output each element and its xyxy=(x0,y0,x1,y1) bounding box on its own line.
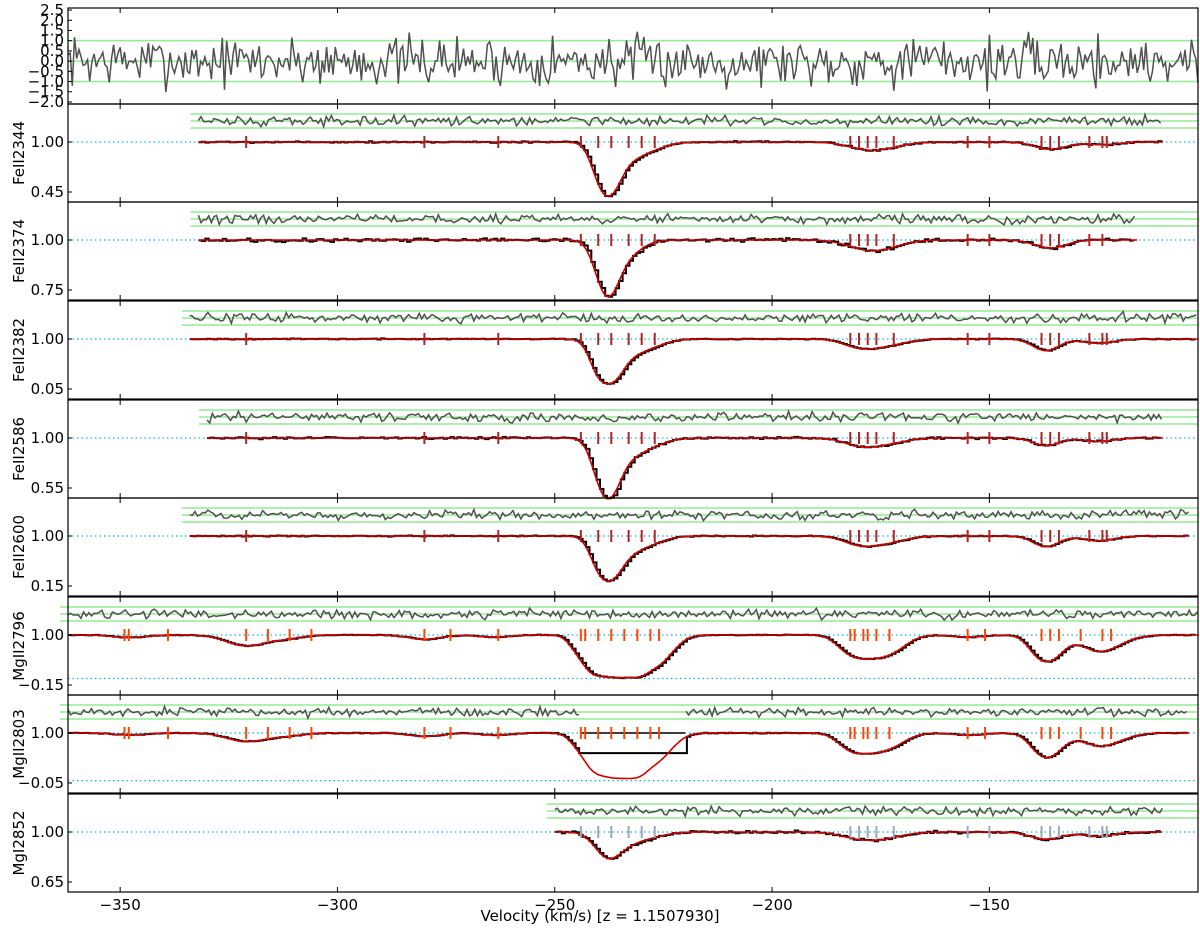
panel-frame xyxy=(67,300,1199,400)
panel-residual-trace xyxy=(554,804,1164,819)
model-fit-line xyxy=(207,437,1164,500)
panel-label-feii2586: FeII2586 xyxy=(10,417,28,481)
panel-y-tick-label: 1.00 xyxy=(31,823,64,841)
model-fit-line xyxy=(198,239,1138,298)
panel-y-tick-label: 1.00 xyxy=(31,330,64,348)
panel-y-tick-label: 0.55 xyxy=(31,479,64,497)
residual-y-tick-label: 2.0 xyxy=(40,11,64,29)
x-tick-label: −200 xyxy=(751,896,792,914)
residual-y-tick-label: 0.0 xyxy=(40,52,64,70)
model-fit-line xyxy=(68,634,1198,679)
panel-y-tick-label: 0.75 xyxy=(31,281,64,299)
panel-frame xyxy=(67,201,1199,301)
x-tick-label: −250 xyxy=(534,896,575,914)
model-fit-line xyxy=(198,141,1164,198)
x-axis-label: Velocity (km/s) [z = 1.1507930] xyxy=(480,907,719,925)
panel-residual-trace xyxy=(206,408,1163,426)
panel-frame xyxy=(67,694,1199,794)
residual-y-tick-label: 2.5 xyxy=(40,1,64,19)
panel-label-feii2600: FeII2600 xyxy=(10,515,28,579)
model-fit-line xyxy=(189,535,1190,582)
residual-y-tick-label: 0.5 xyxy=(40,42,64,60)
residual-y-tick-label: 1.5 xyxy=(40,21,64,39)
panel-label-feii2344: FeII2344 xyxy=(10,121,28,185)
panel-y-tick-label: 1.00 xyxy=(31,724,64,742)
residual-y-tick-label: 1.0 xyxy=(40,32,64,50)
residual-series-line xyxy=(67,31,1199,93)
panel-y-tick-label: 1.00 xyxy=(31,429,64,447)
panel-y-tick-label: 1.00 xyxy=(31,626,64,644)
panel-label-mgi2852: MgI2852 xyxy=(10,810,28,875)
panel-y-tick-label: 0.15 xyxy=(31,577,64,595)
panel-label-mgii2803: MgII2803 xyxy=(10,709,28,779)
residual-y-tick-label: −1.5 xyxy=(28,83,64,101)
x-tick-label: −350 xyxy=(100,896,141,914)
panel-residual-trace xyxy=(67,704,1188,721)
model-fit-line xyxy=(189,338,1198,385)
panel-residual-trace xyxy=(67,606,1198,622)
model-fit-line xyxy=(68,732,1190,780)
x-tick-label: −300 xyxy=(317,896,358,914)
x-tick-label: −150 xyxy=(969,896,1010,914)
panel-residual-trace xyxy=(197,111,1162,130)
panel-frame xyxy=(67,793,1199,893)
panel-y-tick-label: 0.45 xyxy=(31,183,64,201)
panel-y-tick-label: 1.00 xyxy=(31,133,64,151)
panel-y-tick-label: 1.00 xyxy=(31,527,64,545)
residual-y-tick-label: −1.0 xyxy=(28,73,64,91)
residual-y-tick-label: −0.5 xyxy=(28,62,64,80)
panels-layer: 2.52.01.51.00.50.0−0.5−1.0−1.5−2.0 1.00 0.… xyxy=(10,1,1199,914)
panel-y-tick-label: 0.65 xyxy=(31,873,64,891)
panel-residual-trace xyxy=(189,310,1197,326)
panel-residual-trace xyxy=(197,211,1136,227)
panel-residual-trace xyxy=(189,507,1189,523)
panel-label-mgii2796: MgII2796 xyxy=(10,611,28,681)
panel-label-feii2382: FeII2382 xyxy=(10,318,28,382)
panel-y-tick-label: −0.05 xyxy=(18,774,64,792)
panel-frame xyxy=(67,497,1199,597)
model-fit-line xyxy=(554,831,1162,860)
panel-y-tick-label: 0.05 xyxy=(31,380,64,398)
panel-y-tick-label: 1.00 xyxy=(31,231,64,249)
panel-label-feii2374: FeII2374 xyxy=(10,219,28,283)
residual-y-tick-label: −2.0 xyxy=(28,93,64,111)
panel-y-tick-label: −0.15 xyxy=(18,676,64,694)
